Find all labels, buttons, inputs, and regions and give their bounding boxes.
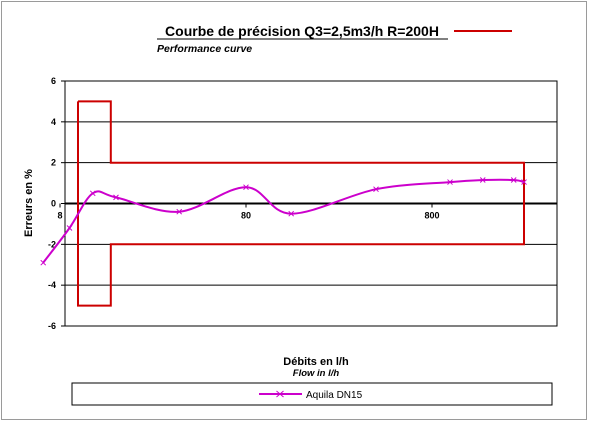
x-tick-labels: 8 80 800 <box>57 211 439 221</box>
chart-subtitle: Performance curve <box>157 43 252 55</box>
data-point <box>66 225 73 231</box>
y-tick-label: 6 <box>51 76 56 86</box>
data-point <box>521 179 527 185</box>
series-group <box>40 177 527 266</box>
y-tick-labels: 6 4 2 0 -2 -4 -6 <box>48 76 56 331</box>
y-axis-label: Erreurs en % <box>23 169 35 237</box>
chart-frame: Courbe de précision Q3=2,5m3/h R=200H Pe… <box>1 1 587 420</box>
legend-box <box>71 382 553 406</box>
data-point <box>288 210 295 217</box>
y-tick-label: 2 <box>51 158 56 168</box>
data-point <box>479 177 486 183</box>
y-tick-label: 4 <box>51 117 56 127</box>
x-tick-label: 8 <box>57 211 62 221</box>
legend-item-aquila: Aquila DN15 <box>259 390 363 401</box>
data-point <box>40 259 47 266</box>
y-tick-label: -6 <box>48 321 56 331</box>
legend-series-marker <box>276 390 284 398</box>
data-point <box>176 208 183 215</box>
data-point <box>447 179 453 185</box>
x-tick-label: 80 <box>241 211 251 221</box>
data-point <box>510 177 517 183</box>
y-tick-label: -4 <box>48 280 56 290</box>
data-point <box>113 194 119 201</box>
y-tick-label: -2 <box>48 239 56 249</box>
tolerance-envelope-group <box>77 100 525 307</box>
data-point <box>243 184 249 191</box>
x-tick-label: 800 <box>424 211 439 221</box>
y-tick-label: 0 <box>51 199 56 209</box>
tolerance-envelope <box>77 100 525 307</box>
chart: Courbe de précision Q3=2,5m3/h R=200H Pe… <box>23 23 558 406</box>
legend-series-label: Aquila DN15 <box>306 390 363 401</box>
data-point <box>373 186 379 193</box>
x-axis-sublabel: Flow in l/h <box>293 368 340 379</box>
x-axis-label: Débits en l/h <box>283 356 349 368</box>
chart-title: Courbe de précision Q3=2,5m3/h R=200H <box>165 23 439 39</box>
data-point <box>89 190 96 197</box>
